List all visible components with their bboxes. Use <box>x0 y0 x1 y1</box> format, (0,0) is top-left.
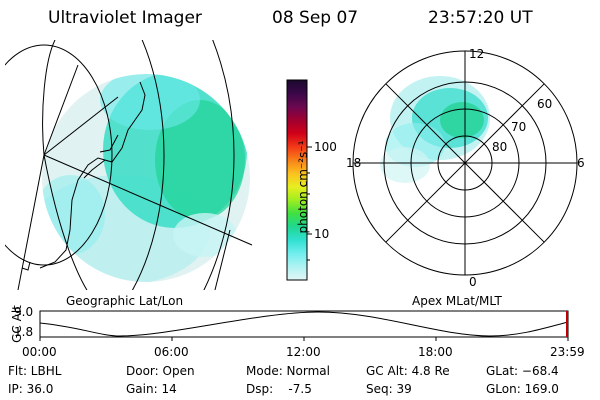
gc-alt-curve <box>39 311 569 337</box>
mlt-label-6: 6 <box>577 156 585 170</box>
gc-alt-ytick-max: 9.0 <box>14 305 34 319</box>
polar-aurora-image <box>380 76 490 183</box>
info-glat: GLat: −68.4 <box>486 364 559 378</box>
gc-alt-xtick-0600: 06:00 <box>154 345 189 359</box>
instrument-title: Ultraviolet Imager <box>48 8 202 28</box>
colorbar-rect <box>286 79 308 281</box>
gc-alt-ytick-min: 1.8 <box>14 325 34 339</box>
polar-panel-label: Apex MLat/MLT <box>412 294 502 308</box>
coastline <box>21 81 146 271</box>
mlt-label-12: 12 <box>469 47 485 61</box>
gc-alt-xtick-2359: 23:59 <box>550 345 585 359</box>
gc-alt-xtick-1800: 18:00 <box>418 345 453 359</box>
info-gain: Gain: 14 <box>126 382 177 396</box>
polar-map <box>352 50 578 276</box>
info-gcalt: GC Alt: 4.8 Re <box>366 364 450 378</box>
gc-alt-plot-frame <box>39 310 569 338</box>
observation-date: 08 Sep 07 <box>272 8 359 28</box>
colorbar-unit-label: photon cm⁻²s⁻¹ <box>296 140 310 234</box>
gc-alt-plot <box>39 310 569 341</box>
geographic-map <box>5 40 253 290</box>
geo-panel-label: Geographic Lat/Lon <box>66 294 184 308</box>
mlat-label-80: 80 <box>492 140 508 154</box>
info-glon: GLon: 169.0 <box>486 382 559 396</box>
colorbar <box>286 79 312 281</box>
gc-alt-xtick-0000: 00:00 <box>22 345 57 359</box>
info-seq: Seq: 39 <box>366 382 412 396</box>
colorbar-tick-10: 10 <box>314 227 330 241</box>
info-flt: Flt: LBHL <box>8 364 62 378</box>
mlt-label-18: 18 <box>346 156 362 170</box>
info-mode: Mode: Normal <box>246 364 330 378</box>
mlat-label-70: 70 <box>511 120 527 134</box>
observation-time: 23:57:20 UT <box>428 8 533 28</box>
info-ip: IP: 36.0 <box>8 382 54 396</box>
info-dsp: Dsp: -7.5 <box>246 382 312 396</box>
mlat-label-60: 60 <box>537 97 553 111</box>
info-door: Door: Open <box>126 364 195 378</box>
colorbar-tick-100: 100 <box>314 140 337 154</box>
mlt-label-0: 0 <box>469 275 477 289</box>
polar-grid <box>352 50 578 276</box>
gc-alt-xtick-1200: 12:00 <box>286 345 321 359</box>
geo-grid <box>5 40 253 290</box>
